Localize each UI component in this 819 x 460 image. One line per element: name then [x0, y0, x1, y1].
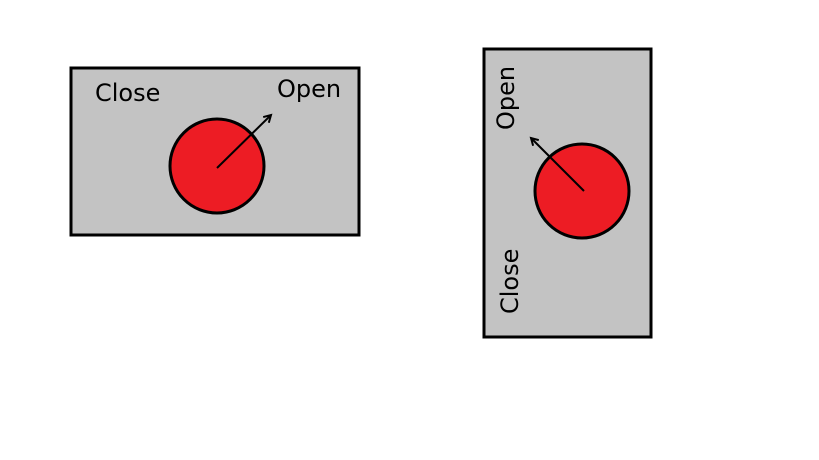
horizontal-close-label: Close: [95, 79, 160, 107]
horizontal-switch-knob[interactable]: [170, 119, 264, 213]
vertical-switch: Open Close: [484, 49, 651, 337]
vertical-switch-knob[interactable]: [535, 144, 629, 238]
horizontal-open-label: Open: [277, 75, 341, 103]
vertical-open-label: Open: [492, 66, 520, 130]
horizontal-switch: Close Open: [71, 68, 359, 235]
vertical-close-label: Close: [496, 249, 524, 314]
